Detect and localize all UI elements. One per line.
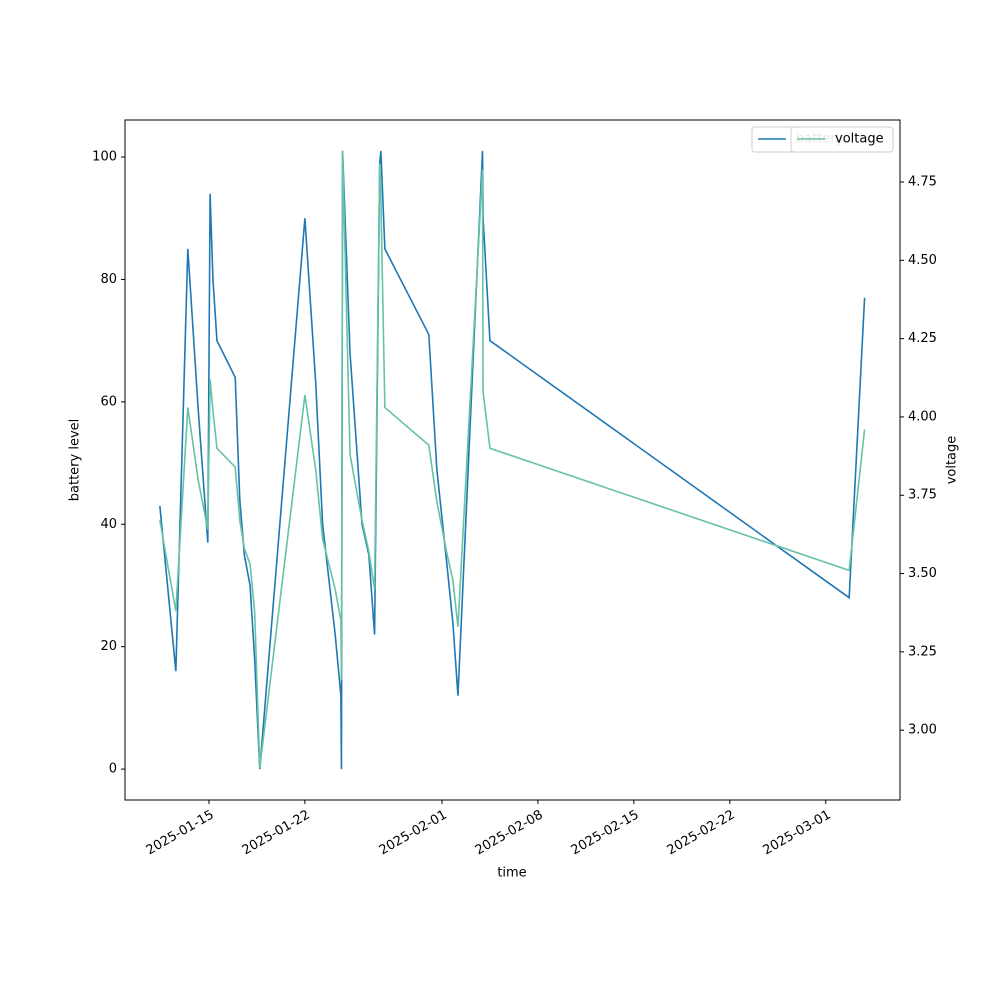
line-voltage <box>159 150 866 768</box>
x-tick-label: 2025-02-01 <box>377 808 450 859</box>
x-tick-label: 2025-02-22 <box>665 808 738 859</box>
y-tick-label: 100 <box>92 150 117 165</box>
y2-tick-label: 3.00 <box>908 723 937 738</box>
x-tick-label: 2025-01-15 <box>144 808 217 859</box>
y-tick-label: 0 <box>109 762 117 777</box>
x-tick-label: 2025-02-08 <box>473 808 546 859</box>
legend-box <box>790 126 894 153</box>
x-tick-label: 2025-01-22 <box>240 808 313 859</box>
y2-tick-label: 3.50 <box>908 566 937 581</box>
y2-tick-label: 4.00 <box>908 409 937 424</box>
x-tick-label: 2025-03-01 <box>761 808 834 859</box>
y-axis-label: battery level <box>68 419 83 502</box>
y2-tick-label: 3.75 <box>908 488 937 503</box>
y-tick-label: 20 <box>100 639 117 654</box>
line-battery <box>159 150 866 770</box>
y-tick-label: 60 <box>100 394 117 409</box>
x-tick-label: 2025-02-15 <box>569 808 642 859</box>
plot-frame <box>124 119 901 801</box>
y2-tick-label: 4.50 <box>908 253 937 268</box>
x-axis-label: time <box>497 866 526 881</box>
legend-label: voltage <box>835 132 884 147</box>
y2-tick-label: 4.25 <box>908 331 937 346</box>
y2-tick-label: 4.75 <box>908 175 937 190</box>
y-tick-label: 80 <box>100 272 117 287</box>
legend: voltage <box>790 126 894 153</box>
y2-tick-label: 3.25 <box>908 644 937 659</box>
y2-axis-label: voltage <box>945 436 960 485</box>
y-tick-label: 40 <box>100 517 117 532</box>
